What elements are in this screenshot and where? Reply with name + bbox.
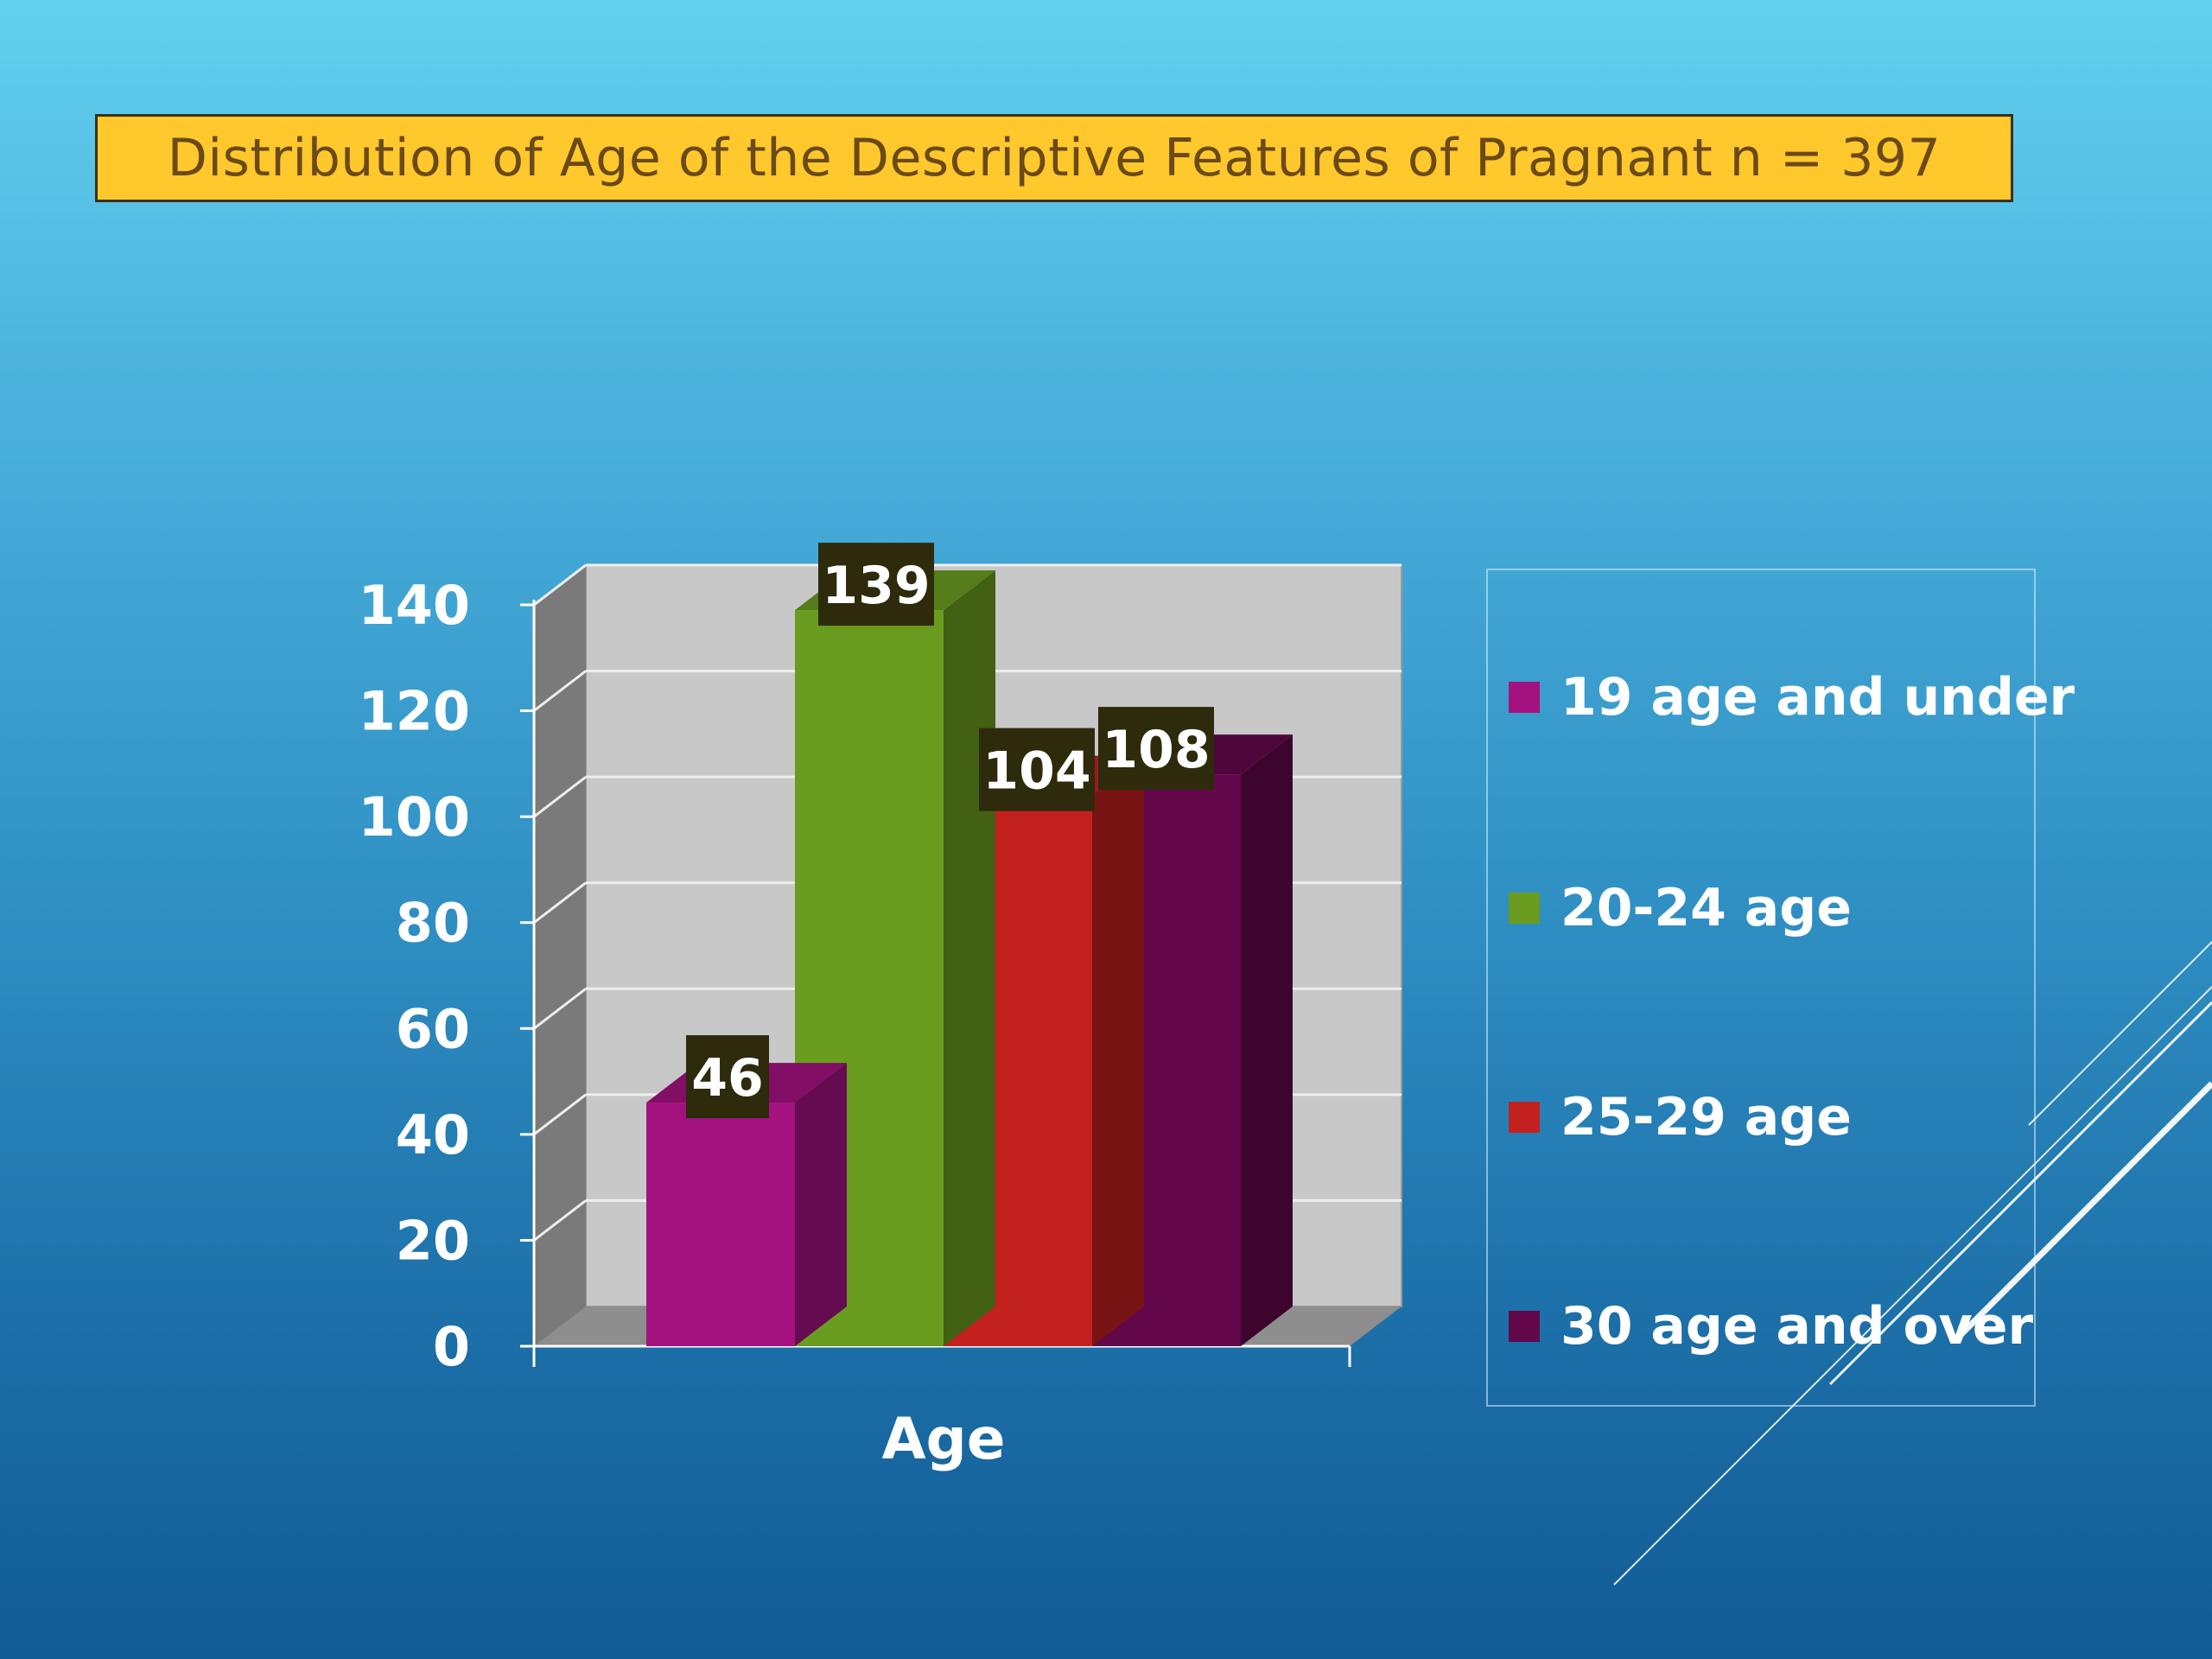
bar-side: [1241, 734, 1293, 1346]
bar-side: [944, 570, 995, 1346]
data-label-box: [979, 728, 1095, 811]
y-tick-label: 20: [396, 1209, 470, 1272]
legend-swatch: [1509, 1102, 1540, 1133]
gridline-side: [533, 881, 587, 924]
y-tick-label: 80: [396, 892, 470, 955]
data-label: 104: [982, 741, 1090, 802]
bar-side: [795, 1063, 847, 1346]
legend-item-25-29: 25-29 age: [1509, 1087, 1852, 1147]
bar: [646, 1103, 795, 1346]
chart-title-banner: Distribution of Age of the Descriptive F…: [95, 114, 2013, 202]
legend-label: 25-29 age: [1560, 1087, 1852, 1147]
data-label: 46: [691, 1048, 764, 1109]
y-tick-label: 100: [359, 785, 470, 849]
legend-item-20-24: 20-24 age: [1509, 878, 1852, 938]
y-tick-label: 0: [433, 1315, 470, 1378]
legend-swatch: [1509, 682, 1540, 713]
legend-swatch: [1509, 1311, 1540, 1342]
legend-item-19-and-under: 19 age and under: [1509, 667, 2075, 728]
gridline-side: [533, 1093, 587, 1136]
data-label-box: [818, 543, 934, 626]
legend-label: 20-24 age: [1560, 878, 1852, 938]
legend-label: 19 age and under: [1560, 667, 2075, 728]
gridline-side: [533, 988, 587, 1030]
legend-swatch: [1509, 893, 1540, 924]
legend-item-30-and-over: 30 age and over: [1509, 1296, 2033, 1357]
x-axis-label: Age: [881, 1406, 1005, 1472]
chart-title: Distribution of Age of the Descriptive F…: [167, 128, 1942, 188]
data-label: 108: [1102, 720, 1210, 780]
y-tick-label: 40: [396, 1103, 470, 1166]
bar-side: [1092, 755, 1144, 1346]
gridline-side: [533, 563, 587, 607]
chart-side-wall: [534, 565, 586, 1346]
y-tick-label: 60: [396, 997, 470, 1060]
data-label-box: [1098, 707, 1214, 791]
data-label: 139: [822, 556, 930, 616]
gridline-side: [533, 775, 587, 818]
legend-label: 30 age and over: [1560, 1296, 2034, 1357]
y-tick-label: 120: [359, 680, 470, 743]
data-label-box: [686, 1035, 769, 1119]
chart-legend: 19 age and under 20-24 age 25-29 age 30 …: [1486, 569, 2075, 1407]
gridline-side: [533, 670, 587, 712]
y-tick-label: 140: [359, 574, 470, 637]
gridline-side: [533, 1199, 587, 1242]
